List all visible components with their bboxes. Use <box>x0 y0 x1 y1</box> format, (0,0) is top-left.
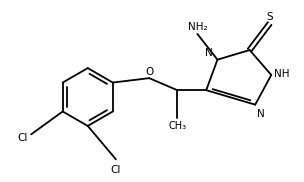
Text: CH₃: CH₃ <box>168 121 186 131</box>
Text: Cl: Cl <box>111 165 121 175</box>
Text: NH: NH <box>274 69 289 79</box>
Text: S: S <box>266 11 273 21</box>
Text: N: N <box>257 110 264 119</box>
Text: Cl: Cl <box>17 133 27 143</box>
Text: NH₂: NH₂ <box>188 22 207 32</box>
Text: O: O <box>145 67 153 77</box>
Text: N: N <box>205 48 212 58</box>
